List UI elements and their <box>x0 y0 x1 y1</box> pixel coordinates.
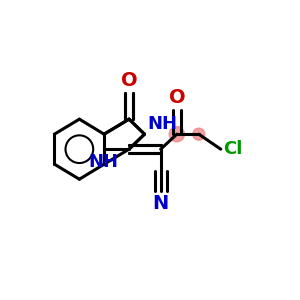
Text: Cl: Cl <box>224 140 243 158</box>
Text: O: O <box>121 71 137 90</box>
Text: NH: NH <box>88 153 118 171</box>
Text: NH: NH <box>147 115 177 133</box>
Circle shape <box>169 127 184 142</box>
Text: O: O <box>169 88 185 107</box>
Circle shape <box>193 128 205 140</box>
Text: N: N <box>153 194 169 212</box>
